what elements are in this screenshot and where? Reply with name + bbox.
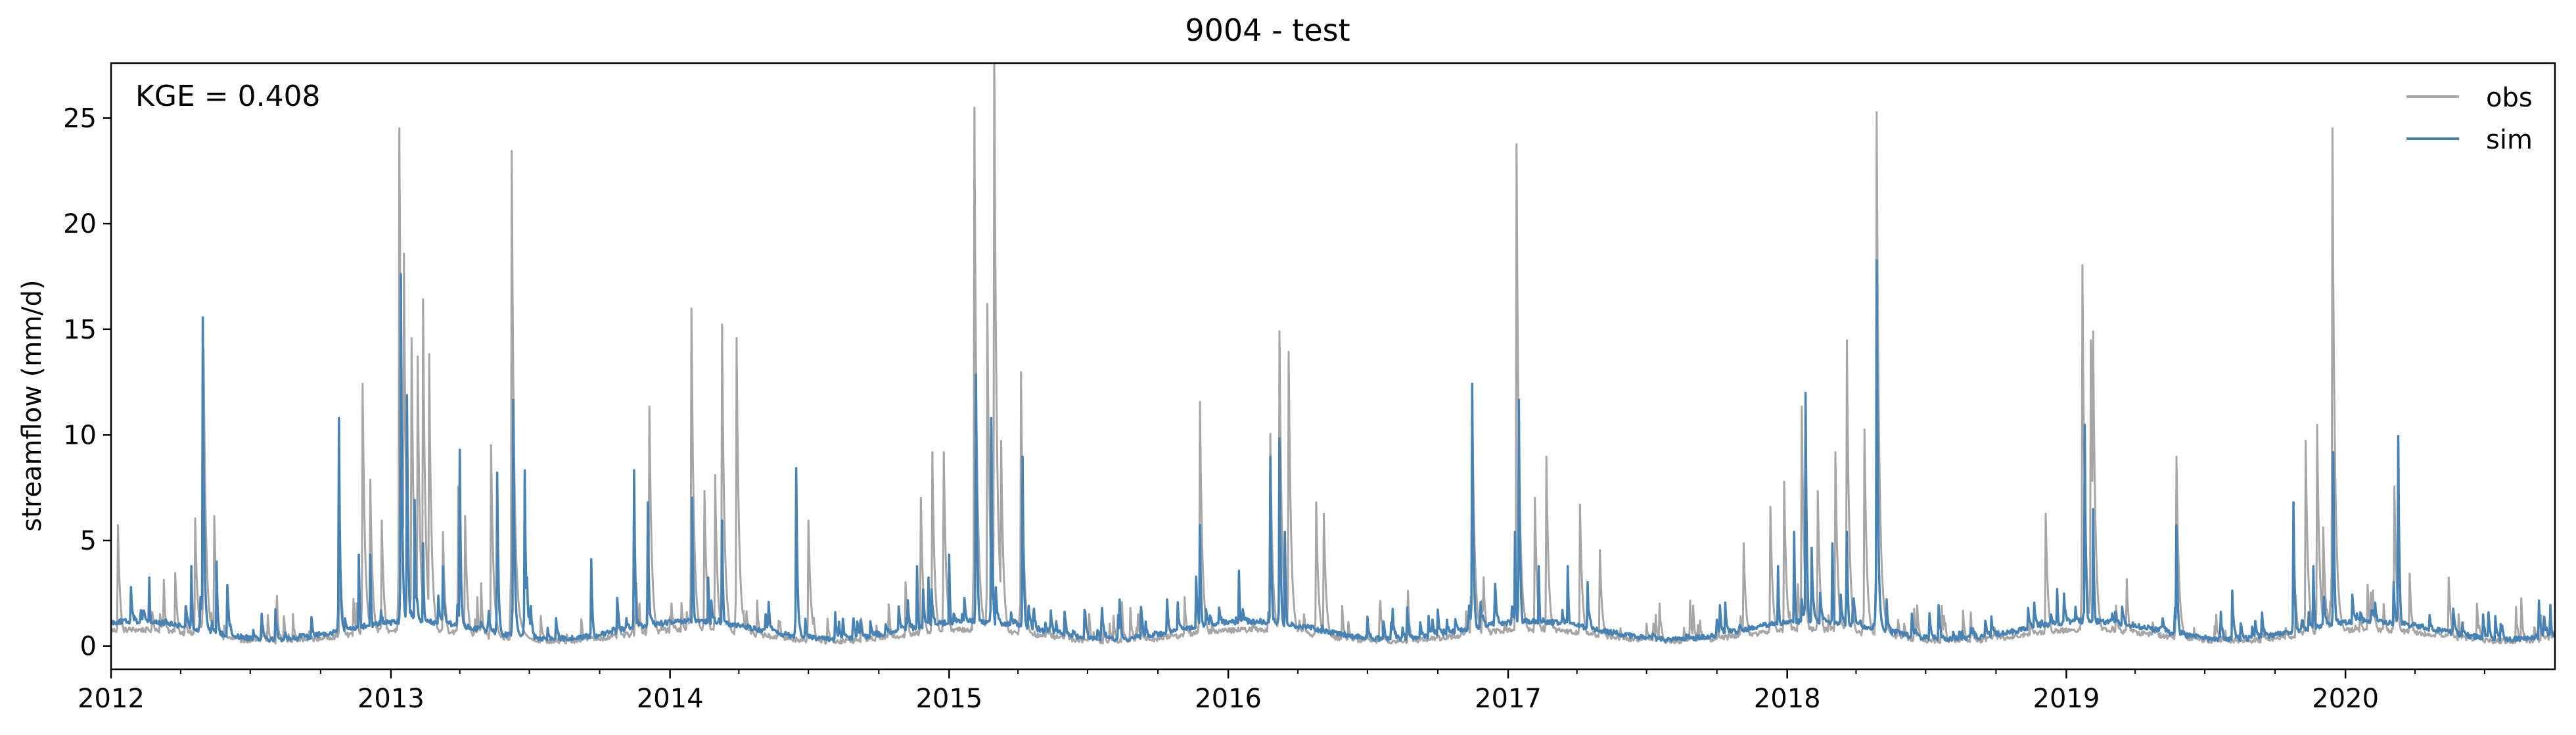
- x-tick-label: 2014: [637, 684, 704, 714]
- series-line-sim: [111, 259, 2555, 643]
- legend: obs sim: [2406, 83, 2533, 155]
- y-axis-label: streamflow (mm/d): [17, 279, 47, 531]
- series-line-obs: [111, 63, 2555, 645]
- x-tick-label: 2015: [915, 684, 982, 714]
- series-layer: [111, 63, 2555, 645]
- y-tick-label: 25: [63, 104, 97, 134]
- y-tick-label: 20: [63, 209, 97, 239]
- y-tick-label: 0: [80, 632, 97, 662]
- y-tick-label: 10: [63, 420, 97, 450]
- legend-obs-label: obs: [2486, 83, 2533, 113]
- y-tick-label: 15: [63, 315, 97, 345]
- x-tick-label: 2020: [2312, 684, 2379, 714]
- plot-frame: [110, 62, 2556, 671]
- x-tick-label: 2019: [2033, 684, 2100, 714]
- x-tick-label: 2012: [78, 684, 145, 714]
- legend-sim-label: sim: [2486, 125, 2533, 155]
- y-tick-label: 5: [80, 526, 97, 556]
- x-tick-label: 2018: [1754, 684, 1821, 714]
- chart-title: 9004 - test: [1185, 12, 1350, 48]
- x-tick-label: 2013: [357, 684, 425, 714]
- x-tick-label: 2017: [1475, 684, 1542, 714]
- kge-annotation: KGE = 0.408: [135, 80, 321, 113]
- x-axis: 2012 2013 2014 2015 2016 2017 2018 2019 2020: [78, 669, 2485, 714]
- x-tick-label: 2016: [1195, 684, 1262, 714]
- y-axis: 0 5 10 15 20 25: [63, 104, 111, 662]
